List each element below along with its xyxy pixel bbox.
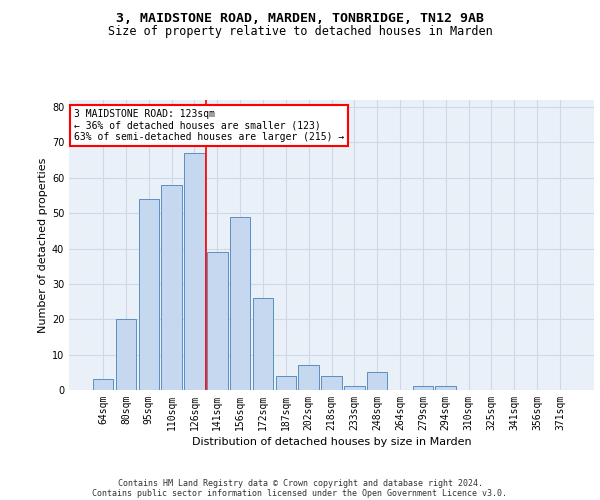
Bar: [207, 252, 227, 390]
Bar: [116, 320, 136, 390]
Text: 3, MAIDSTONE ROAD, MARDEN, TONBRIDGE, TN12 9AB: 3, MAIDSTONE ROAD, MARDEN, TONBRIDGE, TN…: [116, 12, 484, 26]
Text: Contains HM Land Registry data © Crown copyright and database right 2024.: Contains HM Land Registry data © Crown c…: [118, 478, 482, 488]
Bar: [298, 365, 319, 390]
Bar: [344, 386, 365, 390]
Text: Contains public sector information licensed under the Open Government Licence v3: Contains public sector information licen…: [92, 488, 508, 498]
Bar: [436, 386, 456, 390]
Bar: [367, 372, 388, 390]
Bar: [161, 185, 182, 390]
Text: 3 MAIDSTONE ROAD: 123sqm
← 36% of detached houses are smaller (123)
63% of semi-: 3 MAIDSTONE ROAD: 123sqm ← 36% of detach…: [74, 108, 344, 142]
Bar: [230, 216, 250, 390]
Bar: [139, 199, 159, 390]
Bar: [275, 376, 296, 390]
X-axis label: Distribution of detached houses by size in Marden: Distribution of detached houses by size …: [191, 437, 472, 447]
Bar: [184, 153, 205, 390]
Y-axis label: Number of detached properties: Number of detached properties: [38, 158, 47, 332]
Bar: [93, 380, 113, 390]
Bar: [253, 298, 273, 390]
Bar: [413, 386, 433, 390]
Text: Size of property relative to detached houses in Marden: Size of property relative to detached ho…: [107, 25, 493, 38]
Bar: [321, 376, 342, 390]
